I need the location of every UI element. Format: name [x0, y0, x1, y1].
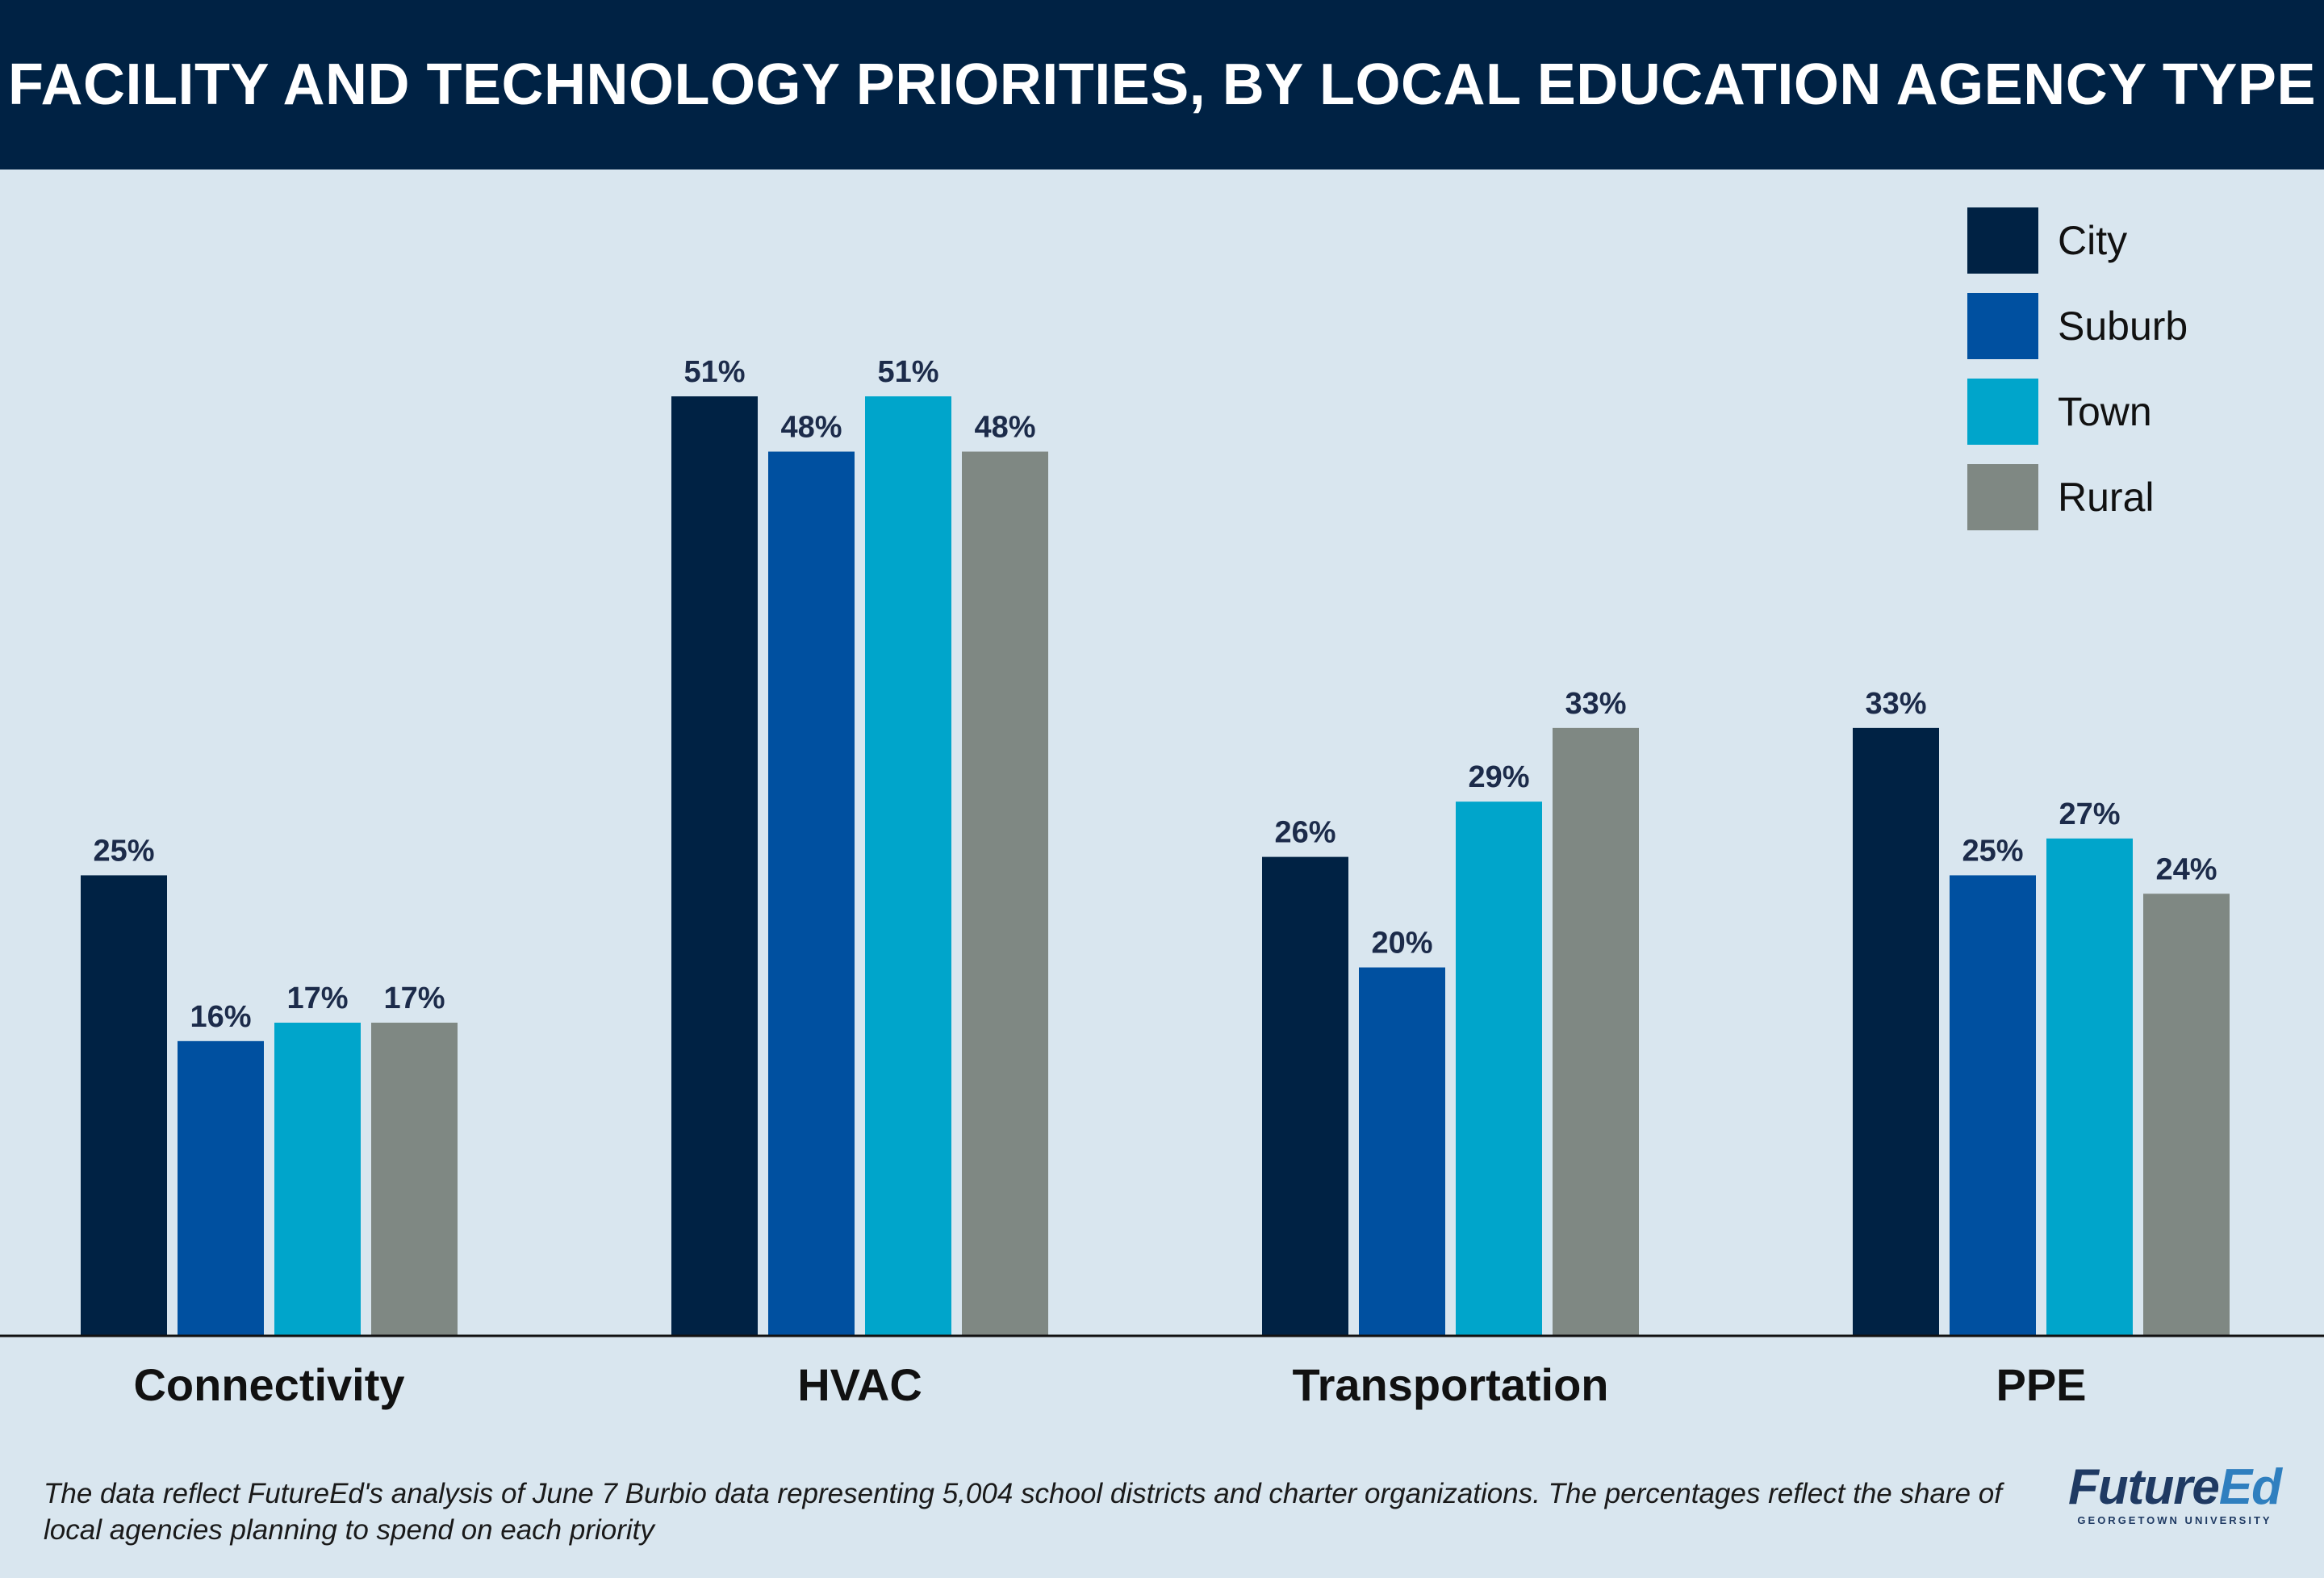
value-label: 26% [1274, 816, 1335, 850]
value-label: 48% [974, 411, 1035, 445]
footnote: The data reflect FutureEd's analysis of … [44, 1478, 2002, 1546]
value-label-group: 25% 16% 17% 17% 51% 48% 51% 48% 26% 20% 29% 33% 33% 2… [93, 355, 2217, 1034]
bar-transportation-city [1262, 856, 1348, 1336]
value-label: 29% [1468, 760, 1529, 794]
logo-wordmark-main: Future [2067, 1459, 2220, 1515]
category-label-connectivity: Connectivity [133, 1359, 404, 1410]
legend-swatch-city [1967, 207, 2038, 274]
logo-wordmark-accent: Ed [2218, 1459, 2282, 1515]
legend-label-rural: Rural [2058, 475, 2154, 520]
bar-ppe-town [2046, 838, 2133, 1336]
value-label: 51% [683, 355, 745, 389]
legend-swatch-rural [1967, 464, 2038, 530]
legend-swatch-town [1967, 379, 2038, 445]
category-label-group: Connectivity HVAC Transportation PPE [133, 1359, 2086, 1410]
logo-wordmark: FutureEd [2066, 1461, 2284, 1514]
bar-ppe-suburb [1950, 875, 2036, 1336]
value-label: 17% [286, 982, 348, 1015]
category-label-ppe: PPE [1996, 1359, 2086, 1410]
legend-label-city: City [2058, 218, 2127, 263]
category-label-transportation: Transportation [1292, 1359, 1608, 1410]
chart-header: FACILITY AND TECHNOLOGY PRIORITIES, BY L… [0, 0, 2324, 170]
value-label: 33% [1865, 687, 1926, 721]
value-label: 16% [190, 1000, 251, 1034]
bar-chart: 25% 16% 17% 17% 51% 48% 51% 48% 26% 20% 29% 33% 33% 2… [0, 207, 2324, 1410]
value-label: 17% [383, 982, 445, 1015]
bar-hvac-town [865, 396, 951, 1337]
bar-group [81, 396, 2230, 1337]
legend-swatch-suburb [1967, 293, 2038, 359]
bar-transportation-town [1456, 802, 1542, 1336]
value-label: 25% [93, 834, 154, 868]
bar-connectivity-suburb [178, 1040, 264, 1336]
value-label: 33% [1565, 687, 1626, 721]
value-label: 24% [2155, 852, 2217, 886]
bar-connectivity-town [274, 1023, 361, 1336]
category-label-hvac: HVAC [797, 1359, 922, 1410]
value-label: 51% [877, 355, 938, 389]
legend-label-town: Town [2058, 389, 2152, 434]
legend-label-suburb: Suburb [2058, 303, 2188, 349]
value-label: 27% [2059, 797, 2120, 831]
bar-ppe-rural [2143, 894, 2230, 1336]
futureed-logo: FutureEd GEORGETOWN UNIVERSITY [2066, 1461, 2284, 1527]
value-label: 25% [1962, 834, 2023, 868]
bar-connectivity-rural [371, 1023, 458, 1336]
bar-hvac-suburb [768, 451, 855, 1336]
bar-ppe-city [1853, 727, 1939, 1336]
bar-transportation-rural [1553, 727, 1639, 1336]
value-label: 48% [780, 411, 842, 445]
bar-transportation-suburb [1359, 967, 1445, 1336]
bar-hvac-rural [962, 451, 1048, 1336]
legend: City Suburb Town Rural [1967, 207, 2188, 530]
bar-hvac-city [671, 396, 758, 1337]
bar-connectivity-city [81, 875, 167, 1336]
value-label: 20% [1371, 927, 1432, 961]
logo-subtitle: GEORGETOWN UNIVERSITY [2077, 1514, 2272, 1526]
chart-title: FACILITY AND TECHNOLOGY PRIORITIES, BY L… [8, 52, 2316, 117]
